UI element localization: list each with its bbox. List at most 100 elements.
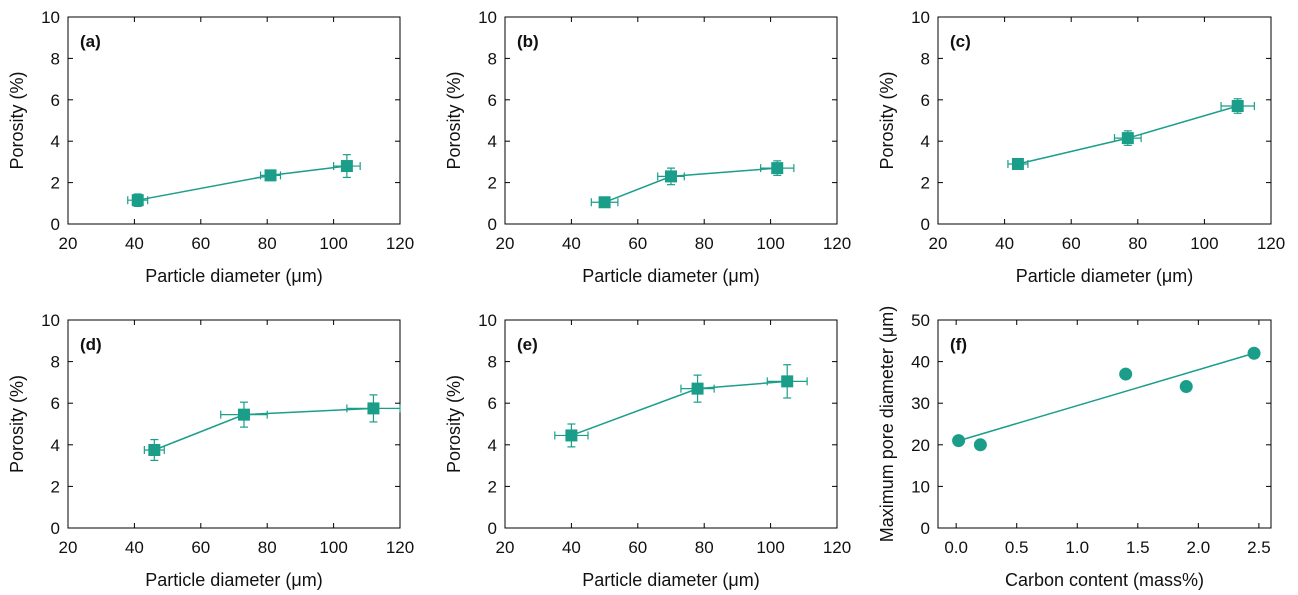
y-tick-label: 6 <box>51 394 60 413</box>
y-tick-label: 6 <box>488 91 497 110</box>
y-tick-label: 10 <box>911 8 930 27</box>
y-tick-label: 0 <box>488 519 497 538</box>
x-tick-label: 40 <box>125 234 144 253</box>
y-tick-label: 10 <box>911 477 930 496</box>
y-tick-label: 4 <box>51 132 60 151</box>
y-tick-label: 0 <box>51 215 60 234</box>
y-tick-label: 2 <box>51 174 60 193</box>
x-axis-title: Particle diameter (μm) <box>1016 266 1193 286</box>
x-tick-label: 60 <box>1062 234 1081 253</box>
y-tick-label: 2 <box>488 477 497 496</box>
y-tick-label: 8 <box>51 49 60 68</box>
plot-frame <box>67 16 401 225</box>
x-tick-label: 40 <box>995 234 1014 253</box>
y-tick-label: 10 <box>41 311 60 330</box>
y-tick-label: 4 <box>488 132 497 151</box>
x-tick-label: 20 <box>929 234 948 253</box>
x-tick-label: 20 <box>496 234 515 253</box>
x-axis-title: Carbon content (mass%) <box>1005 570 1204 590</box>
series-line <box>137 165 347 201</box>
y-tick-label: 8 <box>488 49 497 68</box>
data-point <box>1121 132 1134 145</box>
fit-line <box>955 352 1255 443</box>
chart-panel-a: 20 40 60 80 100 120 0 2 4 6 8 10 Particle diameter (… <box>7 8 414 286</box>
plot-frame <box>504 16 838 225</box>
data-point <box>952 434 966 448</box>
y-axis-title: Porosity (%) <box>7 71 27 169</box>
y-tick-label: 4 <box>921 132 930 151</box>
y-tick-label: 50 <box>911 311 930 330</box>
panel-label: (f) <box>950 335 967 354</box>
x-tick-label: 80 <box>1128 234 1147 253</box>
data-point <box>1179 380 1193 394</box>
plot-frame <box>67 319 401 529</box>
y-tick-label: 6 <box>921 91 930 110</box>
x-tick-label: 120 <box>823 234 851 253</box>
chart-panel-d: 20 40 60 80 100 120 0 2 4 6 8 10 Particle diameter (… <box>7 311 414 590</box>
x-tick-label: 80 <box>258 234 277 253</box>
y-tick-label: 10 <box>478 311 497 330</box>
data-point <box>1119 367 1133 381</box>
data-point <box>264 169 277 182</box>
x-tick-label: 40 <box>125 538 144 557</box>
x-axis-title: Particle diameter (μm) <box>145 266 322 286</box>
y-axis-title: Porosity (%) <box>444 71 464 169</box>
y-axis-title: Porosity (%) <box>7 375 27 473</box>
x-tick-label: 120 <box>386 234 414 253</box>
y-tick-label: 6 <box>51 91 60 110</box>
x-tick-label: 2.0 <box>1187 538 1211 557</box>
x-tick-label: 20 <box>59 234 78 253</box>
chart-panel-b: 20 40 60 80 100 120 0 2 4 6 8 10 Particle diameter (… <box>444 8 851 286</box>
y-tick-label: 40 <box>911 353 930 372</box>
y-tick-label: 10 <box>41 8 60 27</box>
y-tick-label: 20 <box>911 436 930 455</box>
y-tick-label: 8 <box>921 49 930 68</box>
y-tick-label: 8 <box>51 353 60 372</box>
x-axis-title: Particle diameter (μm) <box>582 266 759 286</box>
series-line <box>604 167 778 203</box>
x-axis-title: Particle diameter (μm) <box>145 570 322 590</box>
panel-label: (a) <box>80 32 101 51</box>
y-tick-label: 0 <box>921 519 930 538</box>
x-tick-label: 60 <box>628 538 647 557</box>
x-tick-label: 120 <box>823 538 851 557</box>
x-tick-label: 0.5 <box>1005 538 1029 557</box>
data-point <box>691 382 704 395</box>
x-tick-label: 0.0 <box>944 538 968 557</box>
x-tick-label: 80 <box>258 538 277 557</box>
x-tick-label: 100 <box>1190 234 1218 253</box>
chart-panel-e: 20 40 60 80 100 120 0 2 4 6 8 10 Particle diameter (… <box>444 311 851 590</box>
plot-frame <box>937 319 1272 529</box>
data-point <box>367 402 380 415</box>
plot-frame <box>937 16 1272 225</box>
y-tick-label: 8 <box>488 353 497 372</box>
data-point <box>598 196 611 209</box>
y-tick-label: 4 <box>488 436 497 455</box>
y-axis-title: Porosity (%) <box>877 71 897 169</box>
x-tick-label: 1.5 <box>1126 538 1150 557</box>
x-tick-label: 60 <box>628 234 647 253</box>
x-tick-label: 100 <box>756 538 784 557</box>
x-tick-label: 60 <box>191 234 210 253</box>
y-tick-label: 2 <box>51 477 60 496</box>
x-tick-label: 100 <box>319 538 347 557</box>
x-tick-label: 80 <box>695 538 714 557</box>
data-point <box>237 408 250 421</box>
panel-label: (c) <box>950 32 971 51</box>
x-tick-label: 40 <box>562 234 581 253</box>
data-point <box>1247 346 1261 360</box>
y-axis-title: Porosity (%) <box>444 375 464 473</box>
x-tick-label: 20 <box>496 538 515 557</box>
y-tick-label: 2 <box>921 174 930 193</box>
y-tick-label: 0 <box>51 519 60 538</box>
data-point <box>340 160 353 173</box>
y-tick-label: 10 <box>478 8 497 27</box>
x-tick-label: 100 <box>319 234 347 253</box>
data-point <box>1231 100 1244 113</box>
y-tick-label: 0 <box>488 215 497 234</box>
x-tick-label: 120 <box>386 538 414 557</box>
panel-label: (e) <box>517 335 538 354</box>
data-point <box>131 194 144 207</box>
x-tick-label: 120 <box>1257 234 1285 253</box>
